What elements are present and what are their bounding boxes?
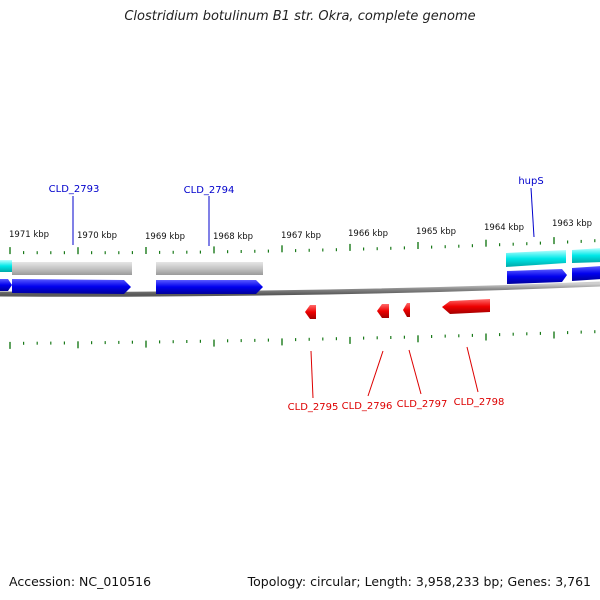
genome-summary: Topology: circular; Length: 3,958,233 bp… bbox=[247, 574, 591, 589]
gene-label-forward: hupS bbox=[518, 176, 543, 187]
accession-label: Accession: NC_010516 bbox=[9, 574, 152, 589]
scale-labels: 1971 kbp 1970 kbp 1969 kbp 1968 kbp 1967… bbox=[9, 219, 592, 242]
gene-label-forward: CLD_2794 bbox=[184, 185, 235, 196]
gene-feature-grey bbox=[12, 262, 132, 275]
genome-backbone bbox=[0, 281, 600, 297]
scale-label: 1965 kbp bbox=[416, 227, 456, 237]
outer-ticks bbox=[9, 237, 596, 255]
gene-feature-cyan bbox=[572, 248, 600, 263]
map-title: Clostridium botulinum B1 str. Okra, comp… bbox=[124, 9, 476, 24]
cds-track-reverse bbox=[305, 299, 490, 319]
forward-gene-labels: CLD_2793 CLD_2794 hupS bbox=[49, 176, 544, 246]
outer-tick-ring bbox=[9, 237, 596, 255]
scale-label: 1966 kbp bbox=[348, 229, 388, 239]
gene-feature-cyan bbox=[506, 250, 566, 267]
label-leader bbox=[310, 350, 314, 399]
gene-track-forward bbox=[0, 248, 600, 275]
scale-label: 1964 kbp bbox=[484, 223, 524, 233]
label-leader bbox=[408, 349, 422, 395]
cds-arrow-forward bbox=[12, 279, 131, 294]
label-leader bbox=[466, 346, 479, 393]
label-leader bbox=[367, 350, 384, 397]
reverse-gene-labels: CLD_2795 CLD_2796 CLD_2797 CLD_2798 bbox=[288, 346, 505, 413]
scale-label: 1963 kbp bbox=[552, 219, 592, 229]
cds-arrow-forward bbox=[0, 279, 12, 291]
cds-arrow-forward bbox=[507, 269, 567, 284]
cds-arrow-forward bbox=[156, 280, 263, 294]
scale-label: 1971 kbp bbox=[9, 230, 49, 240]
gene-label-forward: CLD_2793 bbox=[49, 184, 100, 195]
scale-label: 1969 kbp bbox=[145, 232, 185, 242]
gene-feature-grey bbox=[0, 260, 12, 272]
gene-feature-grey bbox=[156, 262, 263, 275]
cds-arrow-reverse bbox=[377, 304, 389, 318]
cds-track-forward bbox=[0, 266, 600, 294]
cds-arrow-reverse bbox=[305, 305, 316, 319]
gene-label-reverse: CLD_2795 bbox=[288, 402, 339, 413]
cds-arrow-forward bbox=[572, 266, 600, 281]
cds-arrow-reverse bbox=[403, 303, 410, 317]
inner-ticks bbox=[9, 330, 596, 349]
scale-label: 1970 kbp bbox=[77, 231, 117, 241]
cds-arrow-reverse bbox=[442, 299, 490, 314]
inner-tick-ring bbox=[9, 330, 596, 349]
gene-label-reverse: CLD_2796 bbox=[342, 401, 393, 412]
scale-label: 1968 kbp bbox=[213, 232, 253, 242]
label-leader bbox=[530, 187, 535, 238]
gene-label-reverse: CLD_2797 bbox=[397, 399, 448, 410]
scale-label: 1967 kbp bbox=[281, 231, 321, 241]
gene-label-reverse: CLD_2798 bbox=[454, 397, 505, 408]
